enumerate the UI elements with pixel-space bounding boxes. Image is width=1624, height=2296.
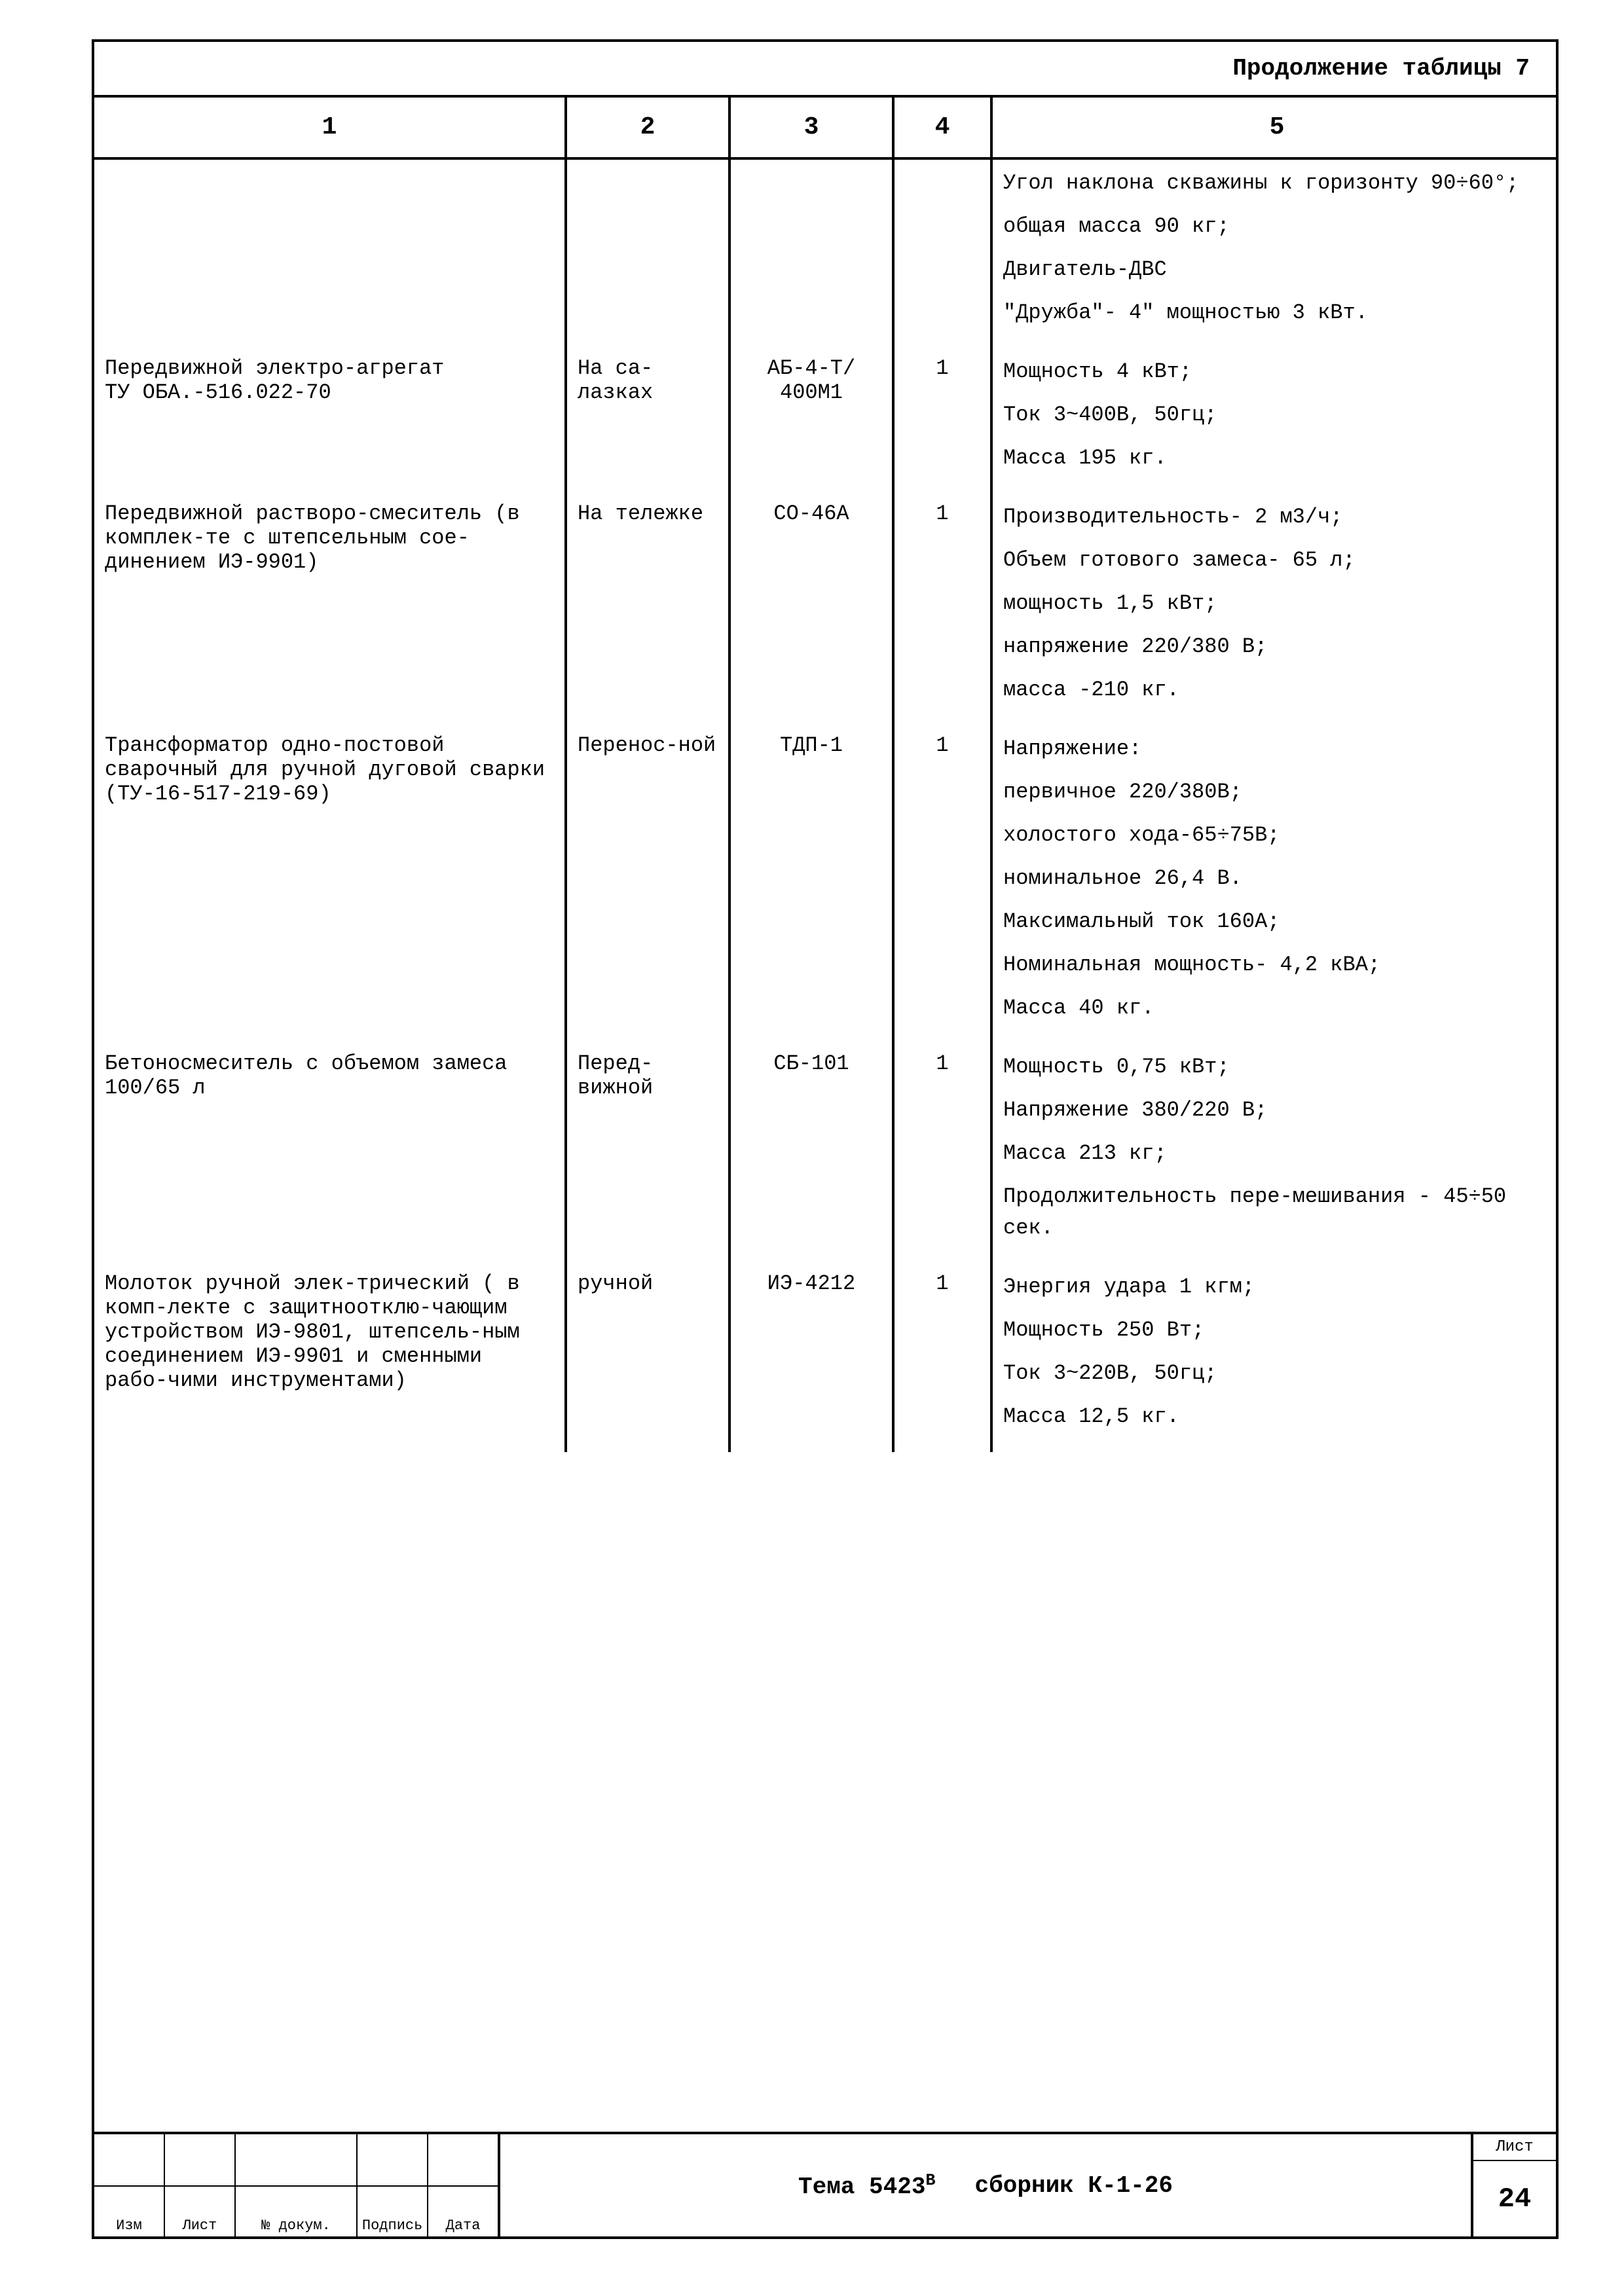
tema-label: Тема 5423 xyxy=(798,2174,925,2200)
stamp-label: Дата xyxy=(428,2185,498,2236)
stamp-label: Подпись xyxy=(358,2185,428,2236)
cell-model xyxy=(729,158,893,348)
table-row: Бетоносмеситель с объемом замеса 100/65 … xyxy=(94,1044,1556,1264)
page-label: Лист xyxy=(1473,2134,1556,2161)
cell-name: Передвижной растворо-смеситель (в компле… xyxy=(94,494,566,725)
cell-name: Передвижной электро-агрегат ТУ ОБА.-516.… xyxy=(94,348,566,494)
col-header-4: 4 xyxy=(893,98,991,158)
revision-stamp: Изм Лист № докум. Подпись Дата xyxy=(94,2134,500,2236)
sbornik-label: сборник К-1-26 xyxy=(975,2172,1173,2199)
cell-qty: 1 xyxy=(893,725,991,1044)
cell-name: Молоток ручной элек-трический ( в комп-л… xyxy=(94,1264,566,1452)
cell-type: Перенос-ной xyxy=(566,725,729,1044)
page-number: 24 xyxy=(1473,2161,1556,2236)
specification-table: 1 2 3 4 5 Угол наклона скважины к горизо… xyxy=(94,98,1556,1452)
stamp-label: Лист xyxy=(165,2185,236,2236)
cell-spec: Энергия удара 1 кгм;Мощность 250 Вт;Ток … xyxy=(991,1264,1556,1452)
cell-type: Перед-вижной xyxy=(566,1044,729,1264)
table-row: Молоток ручной элек-трический ( в комп-л… xyxy=(94,1264,1556,1452)
cell-name: Бетоносмеситель с объемом замеса 100/65 … xyxy=(94,1044,566,1264)
cell-model: ТДП-1 xyxy=(729,725,893,1044)
col-header-2: 2 xyxy=(566,98,729,158)
table-row: Трансформатор одно-постовой сварочный дл… xyxy=(94,725,1556,1044)
cell-type: На са-лазках xyxy=(566,348,729,494)
cell-spec: Напряжение: первичное 220/380В;холостого… xyxy=(991,725,1556,1044)
cell-name: Трансформатор одно-постовой сварочный дл… xyxy=(94,725,566,1044)
col-header-1: 1 xyxy=(94,98,566,158)
cell-model: СБ-101 xyxy=(729,1044,893,1264)
table-row: Передвижной электро-агрегат ТУ ОБА.-516.… xyxy=(94,348,1556,494)
document-frame: Продолжение таблицы 7 1 2 3 4 5 Угол нак… xyxy=(92,39,1559,2239)
table-continuation-header: Продолжение таблицы 7 xyxy=(94,42,1556,98)
cell-qty xyxy=(893,158,991,348)
col-header-5: 5 xyxy=(991,98,1556,158)
cell-spec: Производительность- 2 м3/ч;Объем готовог… xyxy=(991,494,1556,725)
cell-model: СО-46А xyxy=(729,494,893,725)
col-header-3: 3 xyxy=(729,98,893,158)
cell-model: АБ-4-Т/ 400М1 xyxy=(729,348,893,494)
cell-name xyxy=(94,158,566,348)
cell-qty: 1 xyxy=(893,1044,991,1264)
stamp-label: Изм xyxy=(94,2185,165,2236)
cell-type: На тележке xyxy=(566,494,729,725)
cell-qty: 1 xyxy=(893,348,991,494)
stamp-label: № докум. xyxy=(236,2185,358,2236)
cell-spec: Мощность 0,75 кВт;Напряжение 380/220 В;М… xyxy=(991,1044,1556,1264)
cell-spec: Угол наклона скважины к горизонту 90÷60°… xyxy=(991,158,1556,348)
document-id-footer: Тема 5423В сборник К-1-26 xyxy=(500,2134,1471,2236)
cell-spec: Мощность 4 кВт;Ток 3~400В, 50гц;Масса 19… xyxy=(991,348,1556,494)
table-row: Угол наклона скважины к горизонту 90÷60°… xyxy=(94,158,1556,348)
page-number-block: Лист 24 xyxy=(1471,2134,1556,2236)
cell-type: ручной xyxy=(566,1264,729,1452)
cell-type xyxy=(566,158,729,348)
table-header-row: 1 2 3 4 5 xyxy=(94,98,1556,158)
cell-model: ИЭ-4212 xyxy=(729,1264,893,1452)
cell-qty: 1 xyxy=(893,494,991,725)
cell-qty: 1 xyxy=(893,1264,991,1452)
title-block-footer: Изм Лист № докум. Подпись Дата Тема 5423… xyxy=(94,2132,1556,2236)
table-row: Передвижной растворо-смеситель (в компле… xyxy=(94,494,1556,725)
tema-sup: В xyxy=(925,2171,935,2190)
